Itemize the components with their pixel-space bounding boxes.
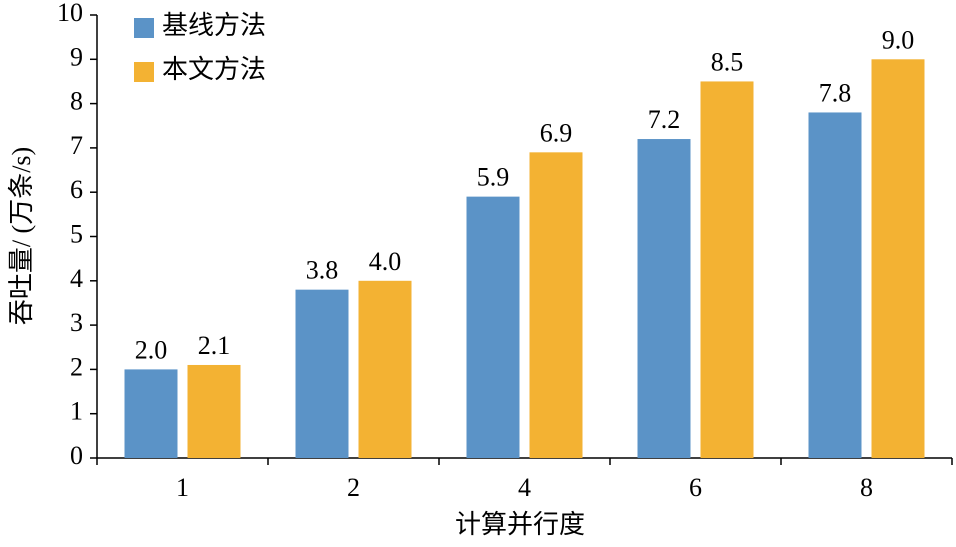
y-tick-label: 3	[70, 308, 83, 337]
legend-label: 基线方法	[162, 11, 266, 40]
value-label: 6.9	[540, 118, 573, 147]
value-label: 2.1	[198, 331, 231, 360]
y-tick-label: 1	[70, 397, 83, 426]
bar	[529, 152, 583, 458]
value-label: 5.9	[477, 163, 510, 192]
x-tick-label: 1	[176, 473, 189, 502]
y-tick-label: 0	[70, 441, 83, 470]
bar	[871, 59, 925, 459]
legend-swatch	[134, 62, 154, 82]
value-label: 8.5	[711, 47, 744, 76]
y-tick-label: 4	[70, 264, 83, 293]
y-tick-label: 5	[70, 219, 83, 248]
x-tick-label: 2	[347, 473, 360, 502]
legend-label: 本文方法	[162, 55, 266, 84]
value-label: 4.0	[369, 247, 402, 276]
bar	[358, 280, 412, 458]
y-tick-label: 6	[70, 175, 83, 204]
bar	[637, 139, 691, 459]
x-tick-label: 8	[860, 473, 873, 502]
y-tick-label: 2	[70, 352, 83, 381]
x-tick-label: 6	[689, 473, 702, 502]
x-tick-label: 4	[518, 473, 531, 502]
bar	[808, 112, 862, 459]
bar	[124, 369, 178, 458]
x-axis-label: 计算并行度	[455, 510, 585, 539]
legend-swatch	[134, 18, 154, 38]
y-tick-label: 7	[70, 131, 83, 160]
y-tick-label: 8	[70, 87, 83, 116]
y-tick-label: 10	[57, 0, 83, 27]
y-tick-label: 9	[70, 42, 83, 71]
value-label: 9.0	[882, 25, 915, 54]
bar	[466, 196, 520, 458]
y-axis-label: 吞吐量/ (万条/s)	[7, 147, 36, 325]
value-label: 7.8	[819, 78, 852, 107]
bar	[700, 81, 754, 458]
bar	[295, 289, 349, 458]
value-label: 3.8	[306, 256, 339, 285]
bar	[187, 364, 241, 458]
value-label: 7.2	[648, 105, 681, 134]
value-label: 2.0	[135, 335, 168, 364]
